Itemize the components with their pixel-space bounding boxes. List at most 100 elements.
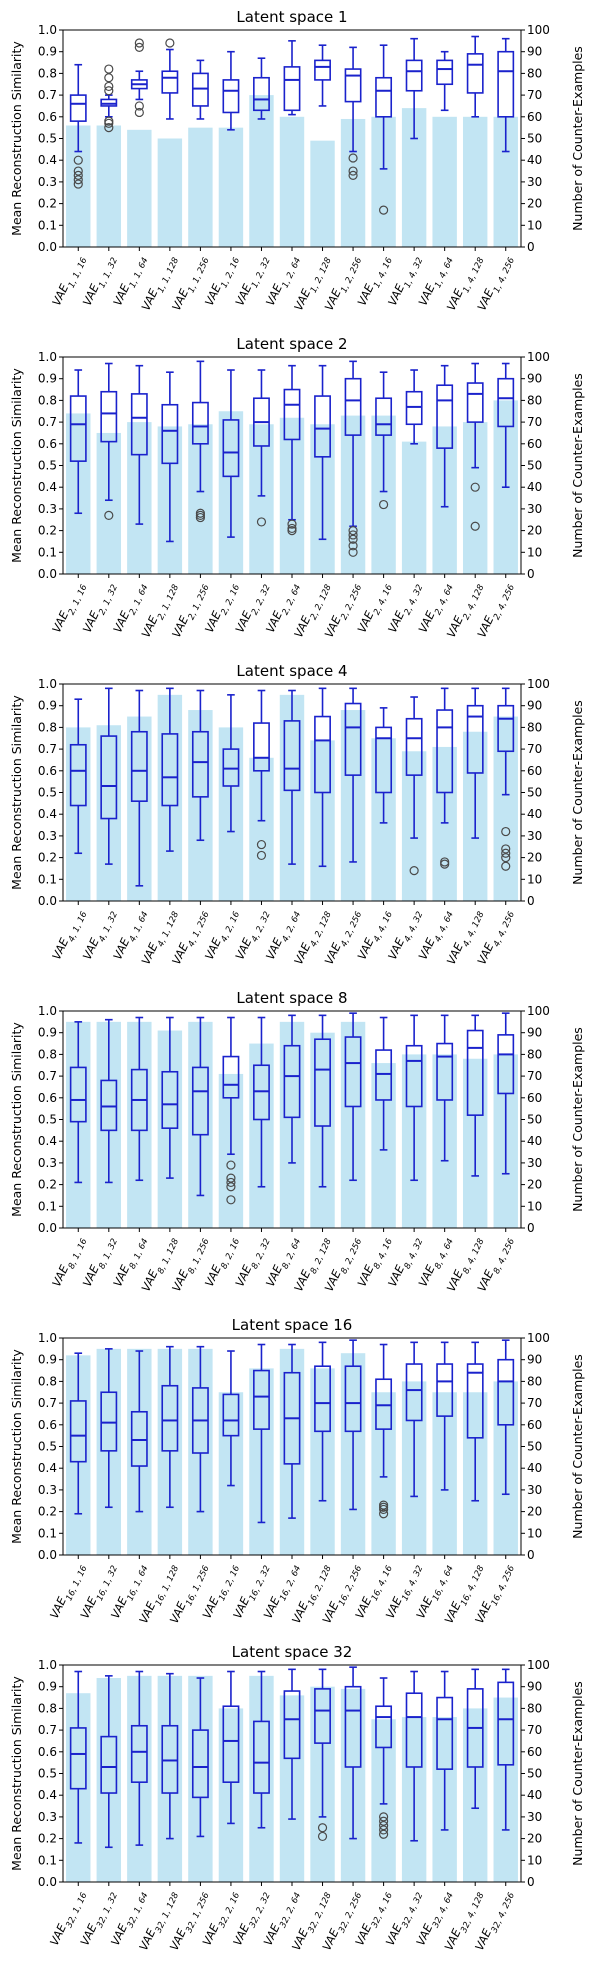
right-tick-label: 20 (527, 1832, 542, 1846)
right-tick-label: 100 (527, 1658, 550, 1672)
outlier-point (379, 205, 389, 215)
left-tick-label: 0.7 (38, 1723, 57, 1737)
outlier-point (379, 1509, 389, 1519)
left-tick-label: 0.6 (38, 110, 57, 124)
left-tick-label: 0.7 (38, 88, 57, 102)
right-tick-label: 0 (527, 894, 535, 908)
x-tick-label-subscript: 2, 1, 64 (128, 583, 151, 617)
iqr-box (405, 59, 423, 92)
box-plot (222, 1016, 240, 1205)
box-plot (375, 1343, 393, 1519)
x-tick-label-subscript: 8, 1, 64 (128, 1237, 151, 1271)
x-tick-label-subscript: 1, 1, 32 (97, 256, 120, 290)
x-tick-label-subscript: 16, 4, 256 (490, 1564, 518, 1608)
iqr-box (375, 726, 393, 794)
box-plot (191, 1016, 209, 1197)
box-plot (100, 64, 118, 133)
box-plot (314, 1668, 331, 1842)
outlier-point (470, 482, 480, 492)
iqr-box (466, 1363, 484, 1439)
outlier-point (73, 166, 83, 176)
iqr-box (253, 1720, 270, 1794)
y-axis-label-left: Mean Reconstruction Similarity (9, 1022, 24, 1217)
box-plot (344, 1339, 362, 1511)
left-tick-label: 0.7 (38, 742, 57, 756)
outlier-point (440, 857, 450, 867)
box-plot (100, 1348, 118, 1509)
left-tick-label: 0.7 (38, 1069, 57, 1083)
box-plot (314, 44, 331, 107)
count-bar (493, 716, 518, 901)
right-tick-label: 50 (527, 459, 542, 473)
right-tick-label: 10 (527, 545, 542, 559)
box-plot (497, 687, 515, 871)
left-tick-label: 0.3 (38, 502, 57, 516)
x-tick-label-subscript: 32, 4, 64 (431, 1891, 456, 1930)
right-tick-label: 20 (527, 1178, 542, 1192)
iqr-box (222, 419, 240, 478)
iqr-box (130, 393, 148, 456)
right-tick-label: 40 (527, 1134, 542, 1148)
right-tick-label: 20 (527, 1505, 542, 1519)
left-tick-label: 0.3 (38, 829, 57, 843)
iqr-box (314, 59, 331, 81)
right-tick-label: 0 (527, 1548, 535, 1562)
right-tick-label: 80 (527, 1701, 542, 1715)
x-tick-label-subscript: 2, 4, 64 (433, 583, 456, 617)
x-tick-label-subscript: 4, 1, 32 (97, 910, 120, 944)
outlier-point (501, 852, 511, 863)
outlier-point (134, 42, 144, 52)
box-plot (497, 1012, 515, 1175)
right-tick-label: 30 (527, 1483, 542, 1497)
left-tick-label: 0.1 (38, 872, 57, 886)
iqr-box (436, 59, 454, 86)
left-tick-label: 0.0 (38, 1548, 57, 1562)
iqr-box (405, 390, 423, 426)
outlier-point (348, 541, 358, 551)
left-tick-label: 0.0 (38, 567, 57, 581)
box-plot (344, 1666, 362, 1840)
box-plot (436, 1670, 454, 1831)
left-tick-label: 0.5 (38, 1440, 57, 1454)
outlier-point (165, 38, 175, 48)
box-plot (100, 1018, 118, 1184)
iqr-box (436, 1363, 454, 1417)
outlier-point (287, 523, 297, 534)
left-tick-label: 1.0 (38, 1658, 57, 1672)
outlier-point (226, 1173, 236, 1183)
right-tick-label: 0 (527, 567, 535, 581)
right-tick-label: 90 (527, 45, 542, 59)
box-plot (405, 696, 423, 876)
outlier-point (317, 1831, 328, 1842)
outlier-point (501, 848, 511, 858)
box-plot (69, 1352, 87, 1515)
left-tick-label: 0.0 (38, 1875, 57, 1889)
iqr-box (161, 1384, 179, 1452)
left-tick-label: 0.3 (38, 1156, 57, 1170)
box-plot (222, 1670, 240, 1825)
y-axis-label-left: Mean Reconstruction Similarity (9, 1676, 24, 1871)
outlier-point (104, 86, 114, 96)
left-tick-label: 0.4 (38, 1134, 57, 1148)
iqr-box (466, 53, 484, 94)
left-tick-label: 0.8 (38, 393, 57, 407)
box-plot (497, 1339, 515, 1496)
chart-panel: Latent space 32 0.0 0.1 0.2 0.3 0.4 0.5 0.6 0.7 0… (9, 1643, 585, 1953)
count-bar (462, 116, 488, 247)
x-tick-label-subscript: 1, 4, 16 (372, 256, 395, 290)
right-tick-label: 50 (527, 1113, 542, 1127)
x-tick-label-subscript: 32, 4, 256 (490, 1891, 518, 1935)
iqr-box (222, 1705, 240, 1783)
right-tick-label: 20 (527, 851, 542, 865)
right-tick-label: 70 (527, 415, 542, 429)
box-plot (283, 1343, 301, 1519)
left-tick-label: 0.7 (38, 1396, 57, 1410)
x-tick-label-subscript: 1, 2, 32 (250, 256, 273, 290)
box-plot (100, 1675, 118, 1849)
box-plot (314, 364, 331, 541)
box-plot (222, 50, 240, 131)
x-tick-label-subscript: 8, 4, 64 (433, 1237, 456, 1271)
y-axis-label-right: Number of Counter-Examples (570, 1027, 585, 1212)
left-tick-label: 0.9 (38, 1680, 57, 1694)
